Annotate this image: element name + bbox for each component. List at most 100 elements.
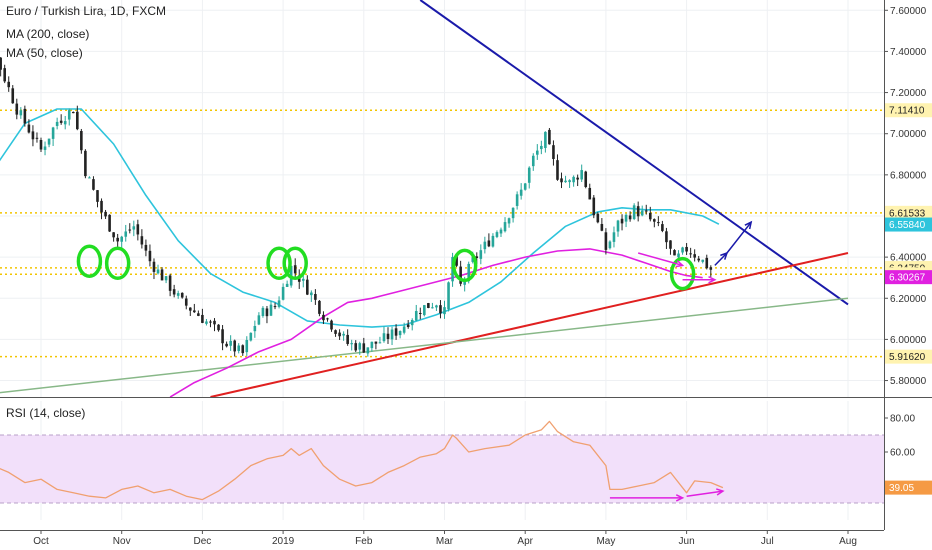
candle-down (354, 343, 358, 351)
candle-down (548, 129, 551, 145)
arrow-shaft (686, 490, 724, 497)
y-tick-label: 6.40000 (890, 253, 927, 264)
candle-up (261, 307, 265, 316)
candle-down (104, 211, 107, 217)
highlight-circle (104, 246, 131, 281)
candle-up (536, 150, 539, 155)
candle-up (612, 232, 616, 242)
candle-up (176, 293, 180, 296)
candle-down (96, 190, 99, 202)
candle-down (653, 219, 656, 222)
candle-down (330, 320, 333, 330)
candle-up (572, 176, 575, 183)
candle-up (277, 300, 281, 307)
highlight-circle (669, 256, 696, 291)
candle-up (253, 325, 257, 332)
candle-down (0, 57, 2, 70)
candle-down (217, 324, 220, 331)
rsi-tick-label: 80.00 (890, 414, 915, 425)
candle-up (257, 315, 261, 325)
candle-up (350, 343, 353, 345)
candle-up (245, 340, 249, 353)
candle-up (269, 304, 273, 316)
candle-up (164, 276, 168, 281)
candle-down (386, 333, 390, 339)
candle-up (398, 331, 402, 336)
candle-down (213, 320, 216, 325)
candle-up (447, 282, 450, 310)
candle-down (584, 171, 588, 187)
candle-down (92, 179, 95, 190)
candle-down (128, 229, 132, 231)
x-tick-label: Nov (113, 536, 131, 547)
candle-down (188, 307, 192, 311)
x-tick-label: Feb (355, 536, 373, 547)
candle-down (59, 120, 63, 123)
candle-down (152, 261, 156, 272)
candle-up (580, 170, 583, 180)
candle-up (370, 341, 374, 349)
candle-down (556, 160, 559, 180)
candle-up (156, 269, 160, 274)
candle-down (140, 236, 144, 245)
candle-down (648, 212, 652, 220)
x-tick-label: Aug (839, 536, 857, 547)
candle-down (685, 246, 688, 252)
level-badge-bg (885, 349, 932, 364)
candle-up (503, 222, 507, 232)
candle-down (322, 314, 325, 321)
candle-up (443, 307, 446, 315)
candle-up (423, 305, 426, 316)
rsi-last-badge-bg (885, 480, 932, 495)
rsi-legend: RSI (14, close) (6, 406, 86, 420)
candle-down (39, 139, 43, 150)
trend_down-line (419, 0, 849, 306)
candle-down (23, 108, 27, 124)
candle-up (544, 131, 547, 148)
candle-down (689, 253, 692, 255)
candle-up (281, 286, 285, 300)
candle-layer (0, 57, 713, 357)
level-badge: 6.61533 (889, 208, 926, 219)
y-tick-label: 6.80000 (890, 170, 927, 181)
price-badge-bg (885, 270, 932, 285)
rsi-band-layer (0, 434, 884, 504)
candle-down (487, 240, 491, 247)
candle-up (616, 220, 620, 232)
candle-down (136, 224, 140, 235)
candle-up (479, 250, 483, 259)
candle-down (588, 187, 592, 200)
candle-down (693, 254, 696, 258)
candle-down (459, 266, 462, 284)
highlight-circle (451, 248, 478, 283)
candle-down (112, 232, 115, 238)
arrow-shaft (726, 221, 752, 254)
candle-up (43, 146, 47, 150)
y-tick-label: 5.80000 (890, 376, 927, 387)
candle-down (15, 103, 19, 115)
candle-up (124, 231, 128, 237)
candle-down (35, 137, 39, 139)
arrow-shaft (714, 252, 728, 266)
candle-up (410, 319, 414, 326)
candle-down (644, 210, 648, 212)
candle-down (225, 343, 228, 347)
ma50-line (0, 108, 720, 328)
candle-down (160, 269, 164, 281)
level-badge-bg (885, 103, 932, 118)
trend_long-line (0, 297, 849, 394)
level-badge: 7.11410 (889, 106, 925, 117)
candle-up (378, 342, 382, 344)
candle-down (374, 341, 378, 344)
candle-down (233, 340, 236, 352)
candle-down (80, 130, 83, 151)
candle-up (285, 283, 289, 287)
arrow-head (675, 260, 685, 268)
candle-down (184, 298, 188, 306)
candle-up (499, 229, 503, 234)
candle-down (197, 313, 200, 316)
candle-down (11, 88, 15, 104)
